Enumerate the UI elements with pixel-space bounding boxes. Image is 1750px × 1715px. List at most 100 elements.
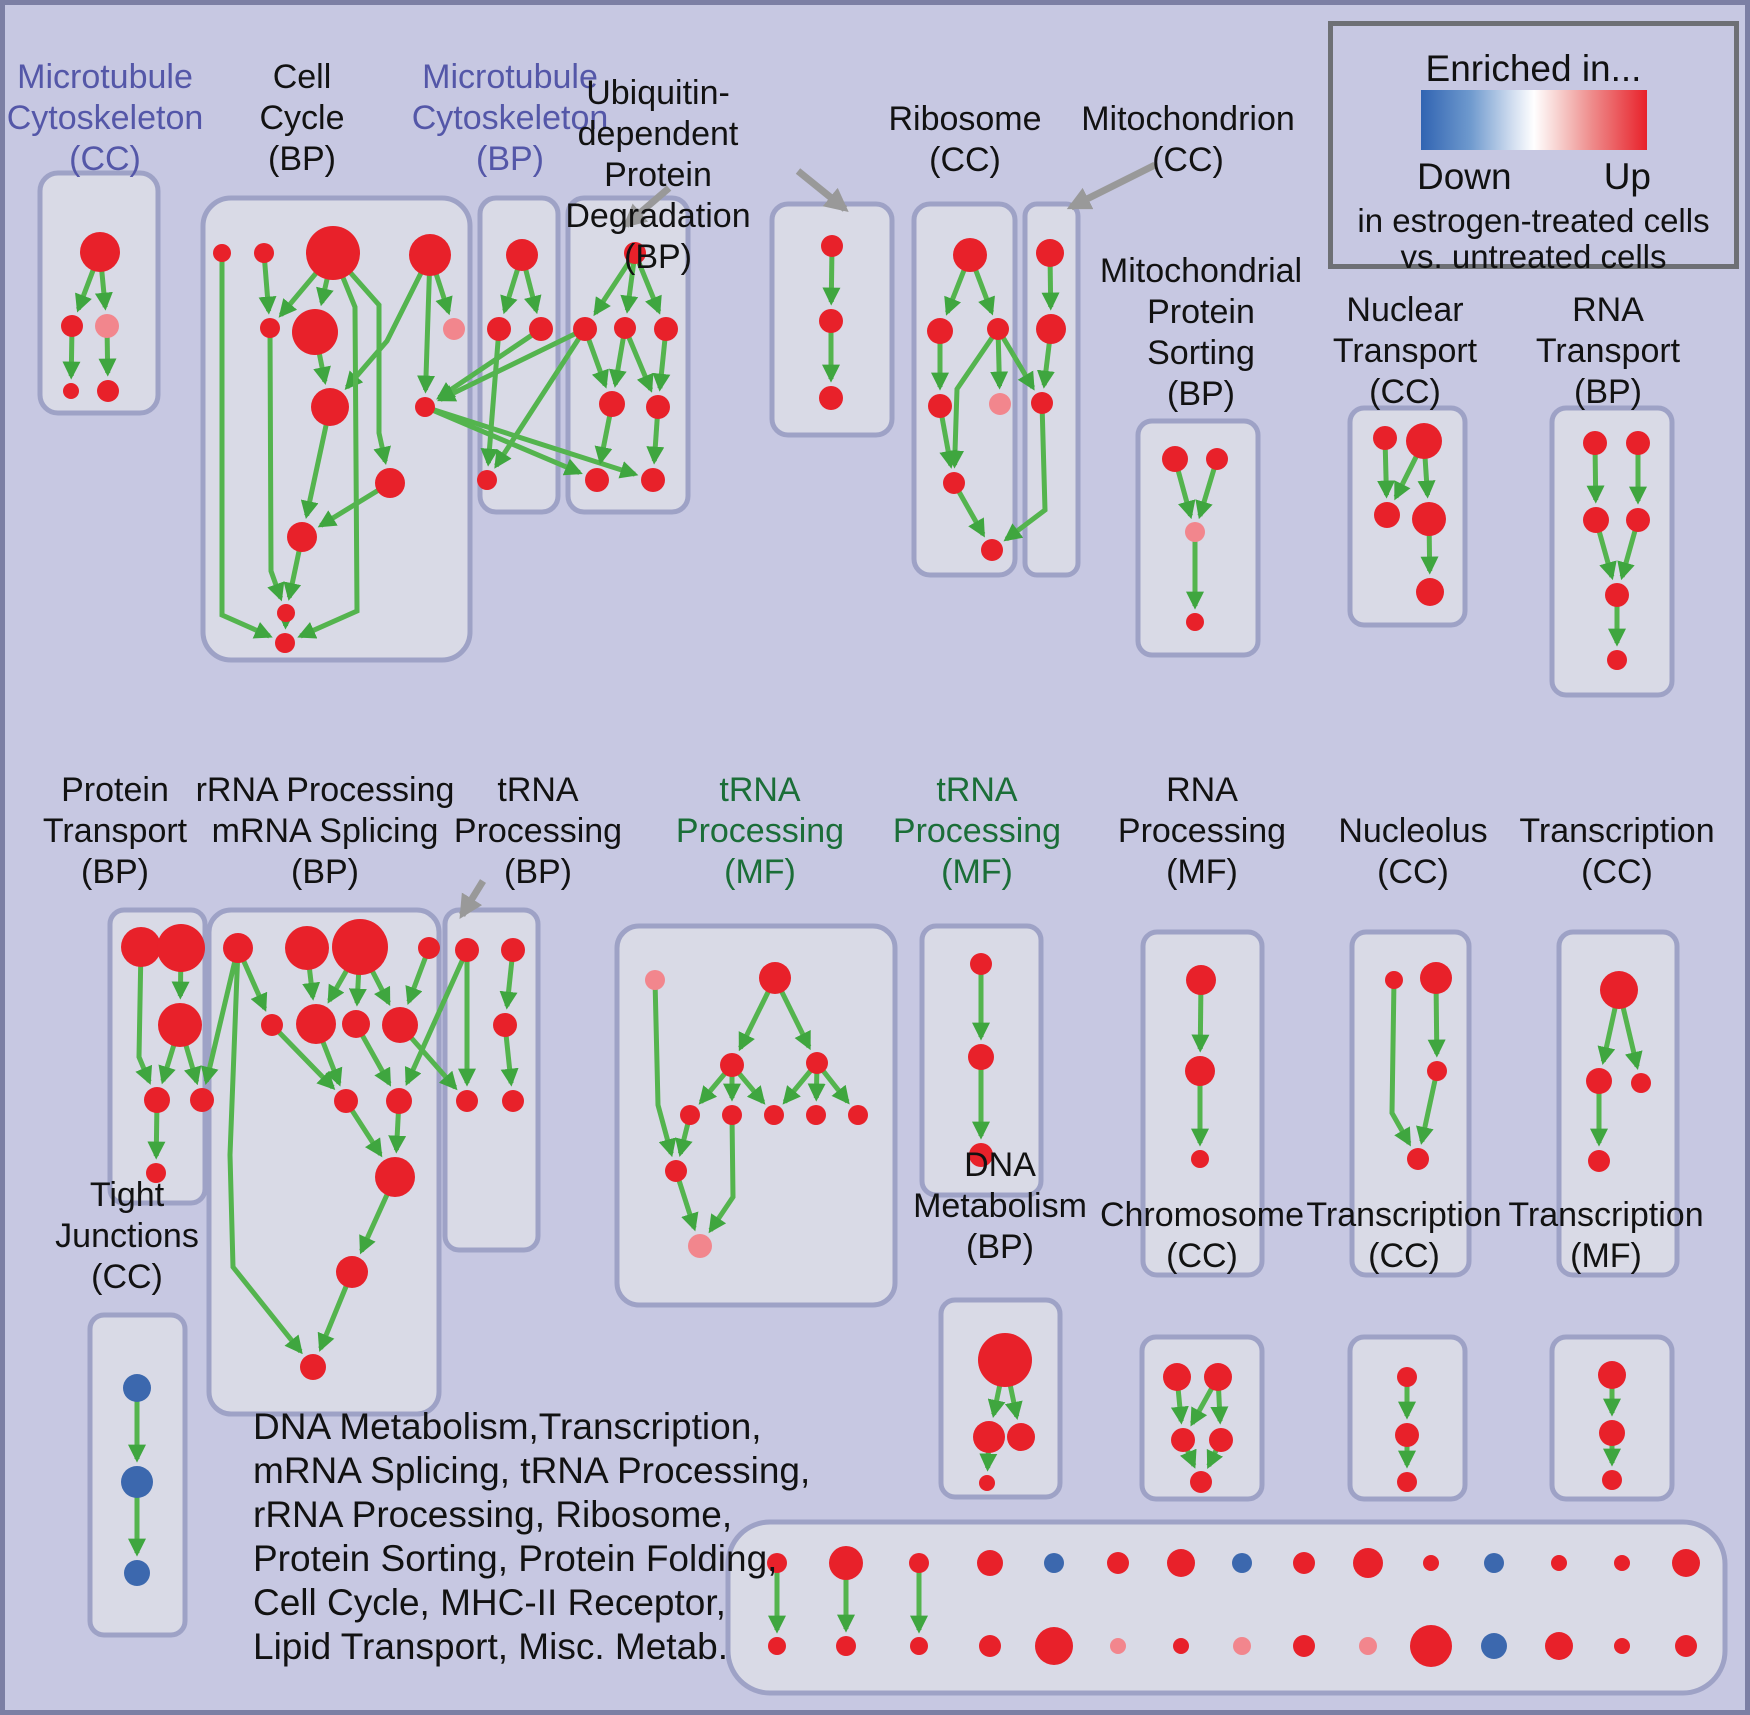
edge-t1-b2 <box>404 948 470 1087</box>
cluster-box-trna-bp <box>442 907 541 1253</box>
go-term-node-gx2 <box>688 1234 712 1258</box>
go-term-node-d4 <box>979 1475 995 1491</box>
go-term-node-c7 <box>443 318 465 340</box>
label-rna-processing-mf: RNA Processing (MF) <box>1117 771 1287 891</box>
go-term-node-c2 <box>254 243 274 263</box>
cluster-box-microtubule-bp <box>477 195 561 515</box>
legend-subtitle-2: vs. untreated cells <box>1400 238 1667 275</box>
cluster-box-rrna-mrna <box>206 907 442 1417</box>
go-term-node-m1 <box>261 1014 283 1036</box>
edge-C2-C4 <box>480 328 502 467</box>
go-term-node-y1 <box>1600 971 1638 1009</box>
go-term-node-C1 <box>506 239 538 271</box>
go-term-node-T1 <box>1583 431 1607 455</box>
label-nucleolus-cc: Nucleolus (CC) <box>1338 812 1488 891</box>
go-term-node-D7 <box>585 468 609 492</box>
go-term-node-r2 <box>285 926 329 970</box>
go-term-node-d1 <box>978 1333 1032 1387</box>
go-term-node-E3 <box>819 386 843 410</box>
go-term-node-s3 <box>764 1105 784 1125</box>
edge-c5-c12 <box>267 327 285 602</box>
pointer-ubiquitin-right-icon <box>795 168 849 212</box>
label-microtubule-cytoskeleton-cc: Microtubule Cytoskeleton (CC) <box>6 58 204 178</box>
go-term-node-wb7 <box>1173 1638 1189 1654</box>
edge-c3-c13 <box>297 252 360 639</box>
label-ribosome-cc: Ribosome (CC) <box>888 100 1042 179</box>
go-term-node-tj3 <box>124 1560 150 1586</box>
go-term-node-P6 <box>146 1163 166 1183</box>
go-term-node-u4 <box>1407 1148 1429 1170</box>
network-canvas <box>37 161 1728 1696</box>
go-term-node-R2 <box>927 318 953 344</box>
go-term-node-c10 <box>375 468 405 498</box>
go-term-node-h5 <box>1190 1471 1212 1493</box>
go-term-node-e <box>97 380 119 402</box>
go-term-node-C4 <box>477 470 497 490</box>
label-misc-cluster-list: DNA Metabolism,Transcription, mRNA Splic… <box>253 1406 811 1667</box>
go-term-node-D4 <box>654 317 678 341</box>
go-term-node-wa11 <box>1423 1555 1439 1571</box>
go-term-node-v1 <box>970 953 992 975</box>
label-mitochondrion-cc: Mitochondrion (CC) <box>1081 100 1295 179</box>
go-term-node-P4 <box>144 1087 170 1113</box>
go-term-node-v3 <box>969 1143 993 1167</box>
label-protein-transport-bp: Protein Transport (BP) <box>42 771 188 891</box>
go-term-node-c12 <box>277 604 295 622</box>
go-term-node-R1 <box>953 238 987 272</box>
go-term-node-c <box>95 314 119 338</box>
go-term-node-wb6 <box>1110 1638 1126 1654</box>
go-term-node-r4 <box>418 937 440 959</box>
go-term-node-wa9 <box>1293 1552 1315 1574</box>
label-rna-transport-bp: RNA Transport (BP) <box>1535 291 1681 411</box>
go-term-node-s4 <box>806 1105 826 1125</box>
go-term-node-g1 <box>645 970 665 990</box>
label-transcription-cc-low: Transcription (CC) <box>1306 1196 1502 1275</box>
go-term-node-T3 <box>1583 507 1609 533</box>
go-term-node-w2 <box>1185 1056 1215 1086</box>
go-term-node-C3 <box>529 317 553 341</box>
go-term-node-t1 <box>455 938 479 962</box>
go-term-node-P1 <box>121 927 161 967</box>
go-term-node-c9 <box>415 397 435 417</box>
go-term-node-c3 <box>306 226 360 280</box>
go-term-node-s2 <box>722 1105 742 1125</box>
go-term-node-M1 <box>1036 239 1064 267</box>
go-term-node-wb13 <box>1545 1632 1573 1660</box>
go-term-node-r3 <box>332 919 388 975</box>
go-term-node-y3 <box>1631 1073 1651 1093</box>
legend: Enriched in... Down Up in estrogen-treat… <box>1328 21 1739 275</box>
label-chromosome-cc: Chromosome (CC) <box>1099 1196 1305 1275</box>
go-term-node-N1 <box>1373 426 1397 450</box>
go-term-node-wa12 <box>1484 1553 1504 1573</box>
go-term-node-wb4 <box>979 1635 1001 1657</box>
label-tight-junctions-cc: Tight Junctions (CC) <box>55 1176 199 1296</box>
go-term-node-k2 <box>1395 1423 1419 1447</box>
go-term-node-d3 <box>1007 1423 1035 1451</box>
go-term-node-d <box>63 383 79 399</box>
go-term-node-w1 <box>1186 965 1216 995</box>
go-term-node-wb8 <box>1233 1637 1251 1655</box>
go-term-node-h3 <box>1171 1428 1195 1452</box>
go-term-node-h1 <box>1163 1363 1191 1391</box>
go-term-node-t3 <box>493 1013 517 1037</box>
go-term-node-wb10 <box>1359 1637 1377 1655</box>
go-term-node-c8 <box>311 388 349 426</box>
go-term-node-c6 <box>292 309 338 355</box>
go-term-node-y2 <box>1586 1068 1612 1094</box>
go-term-node-R4 <box>928 394 952 418</box>
label-transcription-mf: Transcription (MF) <box>1508 1196 1704 1275</box>
go-term-node-tj2 <box>121 1466 153 1498</box>
edge-r1-z2 <box>227 947 303 1355</box>
go-term-node-k1 <box>1397 1367 1417 1387</box>
go-term-node-b2 <box>386 1088 412 1114</box>
go-term-node-k3 <box>1397 1472 1417 1492</box>
pointer-mitochondrion-icon <box>1066 161 1157 211</box>
go-term-node-wa10 <box>1353 1548 1383 1578</box>
go-term-node-tj1 <box>123 1374 151 1402</box>
go-term-node-N2 <box>1406 423 1442 459</box>
go-term-node-wb9 <box>1293 1635 1315 1657</box>
cluster-box-microtubule-cc <box>37 170 161 416</box>
go-term-node-R3 <box>987 318 1009 340</box>
edge-r1-P5 <box>200 947 241 1086</box>
